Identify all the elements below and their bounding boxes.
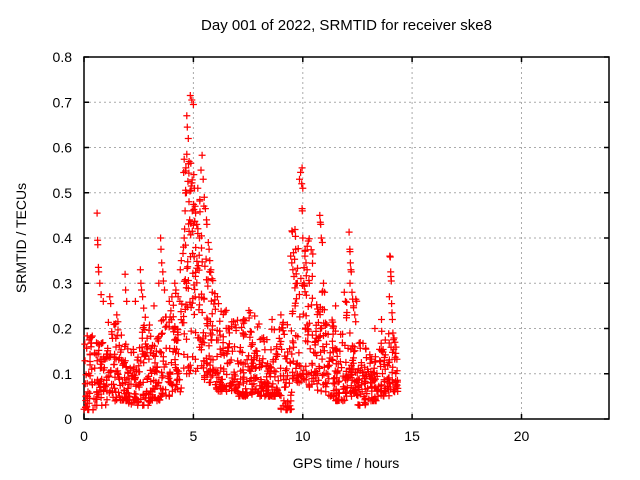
x-tick-label: 0 (80, 428, 88, 444)
scatter-plus-markers (80, 92, 402, 414)
y-tick-label: 0.7 (53, 94, 73, 110)
x-tick-label: 10 (295, 428, 311, 444)
y-tick-label: 0.2 (53, 321, 73, 337)
x-tick-label: 5 (190, 428, 198, 444)
y-tick-label: 0.1 (53, 366, 73, 382)
y-tick-label: 0 (64, 411, 72, 427)
y-tick-label: 0.6 (53, 140, 73, 156)
y-tick-label: 0.5 (53, 185, 73, 201)
x-axis-label: GPS time / hours (292, 455, 400, 471)
y-tick-label: 0.4 (53, 230, 73, 246)
chart-title: Day 001 of 2022, SRMTID for receiver ske… (201, 17, 492, 34)
y-axis-label: SRMTID / TECUs (13, 182, 29, 294)
x-tick-label: 15 (404, 428, 420, 444)
y-tick-label: 0.8 (53, 49, 73, 65)
x-tick-label: 20 (514, 428, 530, 444)
y-tick-label: 0.3 (53, 275, 73, 291)
